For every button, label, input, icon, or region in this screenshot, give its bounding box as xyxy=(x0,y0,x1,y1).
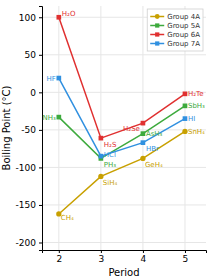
legend-marker xyxy=(155,14,160,19)
legend-label: Group 6A xyxy=(167,31,200,39)
x-tick-label: 4 xyxy=(141,254,147,264)
point-label: H₂O xyxy=(62,10,76,18)
point-label: HCl xyxy=(104,151,116,159)
grid-line-y xyxy=(42,54,206,55)
grid-line-y xyxy=(42,242,206,243)
x-tick-mark xyxy=(185,250,186,253)
y-tick: -200 xyxy=(16,238,42,248)
point-label: H₂Se xyxy=(123,125,140,133)
legend-entry: Group 4A xyxy=(150,13,200,21)
series-point xyxy=(99,154,104,159)
point-label: HBr xyxy=(146,145,159,153)
series-point xyxy=(183,104,188,109)
x-axis-title: Period xyxy=(108,267,139,278)
y-tick-label: 0 xyxy=(30,88,36,98)
y-tick-mark xyxy=(39,130,42,131)
y-tick-mark xyxy=(39,167,42,168)
legend-entry: Group 6A xyxy=(150,31,200,39)
y-tick: 0 xyxy=(30,88,42,98)
y-tick-mark xyxy=(39,205,42,206)
y-tick: 50 xyxy=(25,50,42,60)
series-point xyxy=(141,140,146,145)
point-label: H₂Te xyxy=(188,90,203,98)
series-point xyxy=(183,116,188,121)
point-label: NH₃ xyxy=(43,114,57,122)
y-tick-mark xyxy=(39,92,42,93)
legend-entry: Group 7A xyxy=(150,40,200,48)
grid-line-x xyxy=(142,6,143,250)
chart: 2 3 4 5 -200 -150 -100 -50 0 50 100 CH₄ SiH₄ GeH₄ SnH₄… xyxy=(0,0,212,280)
grid-line-y xyxy=(42,204,206,205)
legend-marker xyxy=(155,41,159,45)
x-tick-label: 2 xyxy=(56,254,62,264)
x-tick-label: 5 xyxy=(183,254,189,264)
x-tick: 5 xyxy=(183,250,189,264)
grid-line-x xyxy=(100,6,101,250)
x-tick: 3 xyxy=(99,250,105,264)
x-tick-label: 3 xyxy=(99,254,105,264)
y-tick-mark xyxy=(39,55,42,56)
point-label: AsH₃ xyxy=(146,130,163,138)
series-line xyxy=(59,78,185,156)
y-tick: -100 xyxy=(16,163,42,173)
y-tick-mark xyxy=(39,17,42,18)
y-axis: -200 -150 -100 -50 0 50 100 xyxy=(16,7,43,251)
legend-label: Group 7A xyxy=(167,40,200,48)
x-tick-mark xyxy=(59,250,60,253)
series-point xyxy=(56,15,61,20)
legend-marker xyxy=(155,32,159,36)
point-labels: CH₄ SiH₄ GeH₄ SnH₄ NH₃ PH₃ AsH₃ SbH₃ H₂O H₂S H₂Se H… xyxy=(43,10,206,222)
legend-box xyxy=(147,9,203,51)
legend-label: Group 4A xyxy=(167,13,200,21)
y-axis-title: Boiling Point (°C) xyxy=(1,85,12,170)
legend-marker xyxy=(155,23,159,27)
y-tick-label: 50 xyxy=(25,50,37,60)
series-point xyxy=(141,121,146,126)
point-label: SiH₄ xyxy=(103,179,118,187)
x-axis-line xyxy=(43,251,207,254)
y-axis-line xyxy=(39,7,43,251)
point-label: HI xyxy=(188,115,195,123)
point-label: PH₃ xyxy=(104,161,116,169)
series-point xyxy=(182,129,187,134)
y-tick-mark xyxy=(39,242,42,243)
series-point xyxy=(56,76,61,81)
point-label: HF xyxy=(47,75,56,83)
point-label: CH₄ xyxy=(61,214,74,222)
grid xyxy=(42,6,206,250)
y-tick-label: -200 xyxy=(16,238,37,248)
series-point xyxy=(183,91,188,96)
y-tick: 100 xyxy=(19,13,42,23)
series-point xyxy=(99,136,104,141)
series-line xyxy=(59,131,185,214)
point-label: SbH₃ xyxy=(188,102,205,110)
legend-entry: Group 5A xyxy=(150,22,200,30)
x-tick: 4 xyxy=(141,250,147,264)
plot: 2 3 4 5 -200 -150 -100 -50 0 50 100 CH₄ SiH₄ GeH₄ SnH₄… xyxy=(16,6,207,264)
y-tick-label: -150 xyxy=(16,200,37,210)
series-point xyxy=(141,131,146,136)
x-tick-mark xyxy=(143,250,144,253)
y-tick: -50 xyxy=(21,125,42,135)
y-tick: -150 xyxy=(16,200,42,210)
series-point xyxy=(56,115,61,120)
x-tick-mark xyxy=(101,250,102,253)
legend-label: Group 5A xyxy=(167,22,200,30)
y-tick-label: 100 xyxy=(19,13,36,23)
y-tick-label: -100 xyxy=(16,163,37,173)
legend: Group 4AGroup 5AGroup 6AGroup 7A xyxy=(147,9,203,51)
x-axis: 2 3 4 5 xyxy=(43,250,207,264)
point-label: H₂S xyxy=(104,141,117,149)
y-tick-label: -50 xyxy=(21,125,36,135)
point-label: SnH₄ xyxy=(188,128,205,136)
x-tick: 2 xyxy=(56,250,62,264)
point-label: GeH₄ xyxy=(145,161,163,169)
